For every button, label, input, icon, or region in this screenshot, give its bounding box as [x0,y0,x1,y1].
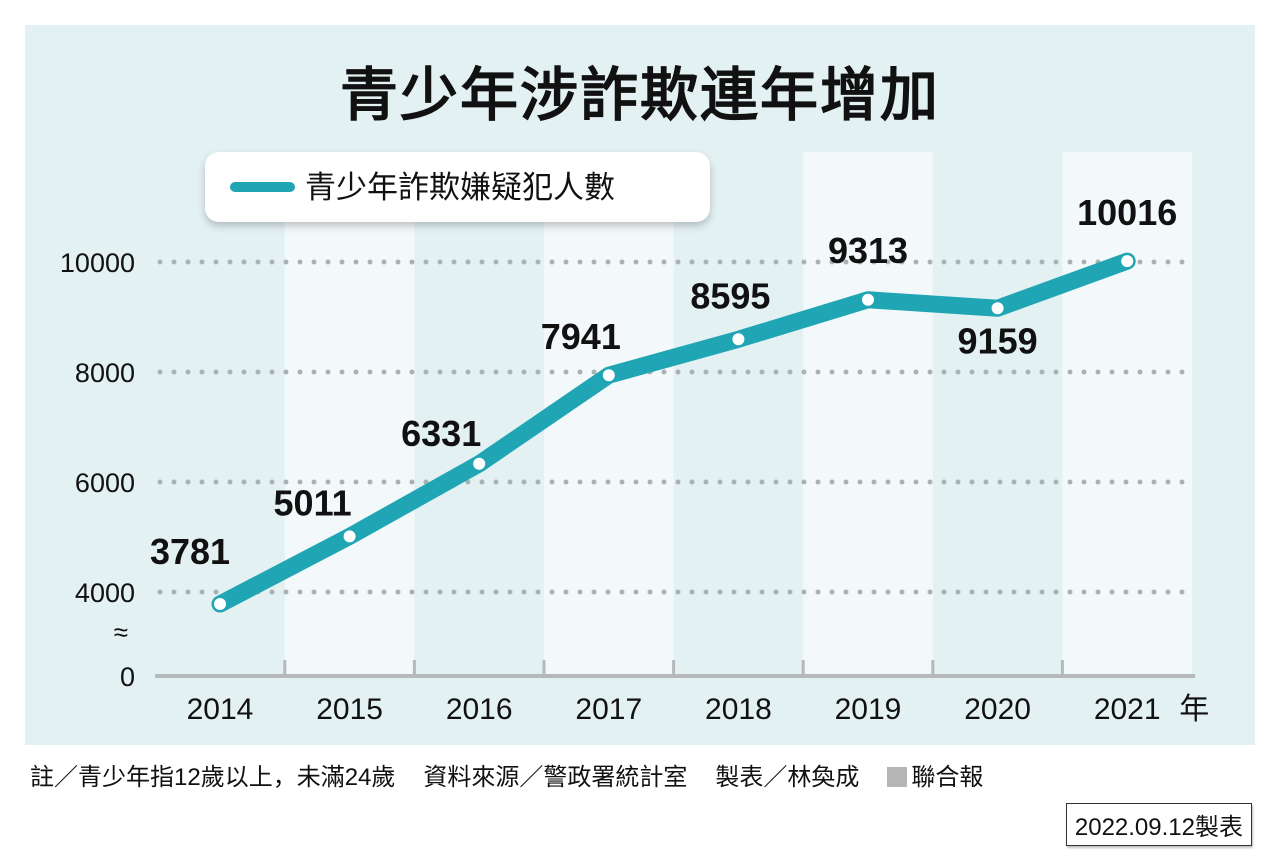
data-label: 9159 [958,320,1038,361]
footnote: 註／青少年指12歲以上，未滿24歲 [30,764,396,791]
column-band [803,152,933,676]
x-unit-label: 年 [1179,693,1209,726]
y-tick-label: 6000 [75,468,135,498]
data-point [602,369,615,382]
y-tick-label: 10000 [60,248,135,278]
data-point [1121,255,1134,268]
series-line [211,252,1136,613]
legend: 青少年詐欺嫌疑犯人數 [205,152,710,222]
y-tick-label: 0 [120,662,135,692]
x-tick-label: 2016 [446,693,513,726]
data-label: 9313 [828,230,908,271]
axis-break-symbol: ≈ [114,617,128,647]
footer: 註／青少年指12歲以上，未滿24歲 資料來源／警政署統計室 製表／林奐成 聯合報 [30,757,983,792]
data-label: 6331 [401,413,481,454]
legend-label: 青少年詐欺嫌疑犯人數 [305,170,615,205]
data-point [343,530,356,543]
column-band [1062,152,1192,676]
x-tick-label: 2020 [964,693,1031,726]
y-tick-label: 4000 [75,578,135,608]
data-point [732,333,745,346]
y-tick-label: 8000 [75,358,135,388]
x-tick-label: 2019 [835,693,902,726]
data-label: 10016 [1077,192,1177,233]
brand: 聯合報 [911,764,984,791]
chart-title: 青少年涉詐欺連年增加 [340,63,940,128]
author: 製表／林奐成 [715,764,860,791]
date-stamp: 2022.09.12製表 [1065,803,1252,846]
x-tick-label: 2017 [575,693,642,726]
data-label: 3781 [150,531,230,572]
data-label: 8595 [690,275,770,316]
data-point [862,293,874,306]
data-label: 7941 [541,316,621,357]
data-point [214,598,226,611]
data-label: 5011 [274,482,352,523]
column-band [284,152,415,676]
x-tick-label: 2018 [705,693,772,726]
x-tick-label: 2015 [316,693,383,726]
data-point [473,457,486,470]
x-tick-label: 2021 [1094,693,1161,726]
source: 資料來源／警政署統計室 [423,764,688,791]
x-tick-label: 2014 [187,693,254,726]
brand-square-icon [887,767,908,787]
data-point [991,302,1004,315]
